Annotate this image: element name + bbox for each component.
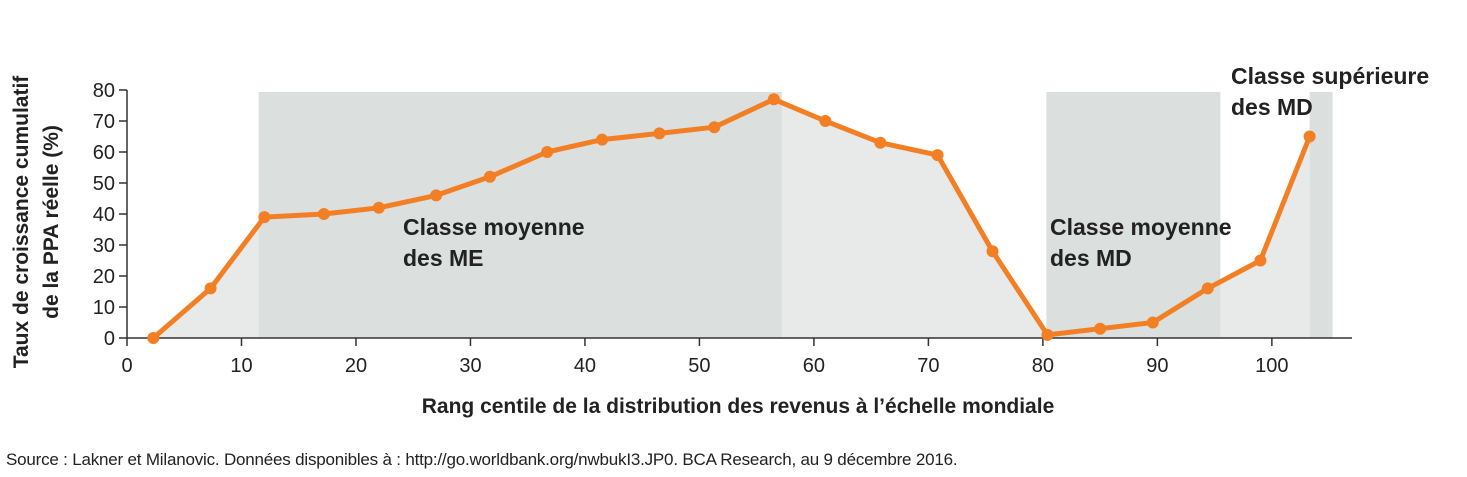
data-point	[430, 189, 443, 202]
y-tick-label: 10	[93, 297, 115, 319]
region-label-1: Classe moyenne	[403, 214, 585, 240]
y-tick-label: 40	[93, 204, 115, 226]
data-point	[986, 245, 999, 258]
x-tick-label: 10	[230, 355, 252, 377]
data-point	[147, 332, 160, 344]
x-tick-label: 20	[345, 355, 367, 377]
data-point	[1146, 316, 1159, 329]
data-point	[541, 146, 554, 158]
data-point	[317, 208, 330, 220]
data-point	[258, 211, 271, 224]
data-point	[767, 93, 780, 106]
data-point	[931, 149, 944, 162]
region-label-2: Classe moyenne	[1050, 214, 1232, 240]
data-point	[596, 133, 609, 146]
data-point	[372, 201, 385, 214]
data-points	[147, 93, 1316, 344]
y-tick-label: 0	[104, 328, 115, 350]
y-tick-label: 30	[93, 235, 115, 257]
y-axis-title: Taux de croissance cumulatif de la PPA ré…	[10, 75, 63, 369]
region-labels: Classe moyenne des ME Classe moyenne des MD…	[403, 63, 1429, 271]
x-tick-labels: 0 10 20 30 40 50 60 70 80 90 100	[121, 338, 1289, 377]
x-tick-label: 90	[1146, 355, 1168, 377]
data-point	[653, 127, 666, 140]
data-point	[1254, 254, 1267, 267]
data-point	[483, 170, 496, 183]
x-tick-label: 0	[121, 355, 132, 377]
y-axis-title-line: Taux de croissance cumulatif	[10, 75, 33, 369]
y-tick-labels: 0 10 20 30 40 50 60 70 80	[93, 80, 127, 350]
region-label-3: des MD	[1231, 94, 1313, 120]
x-tick-label: 100	[1255, 355, 1288, 377]
shaded-region-3	[1309, 92, 1333, 338]
y-tick-label: 50	[93, 173, 115, 195]
data-point	[874, 136, 887, 149]
series-line	[150, 96, 1313, 341]
data-point	[204, 282, 217, 295]
shaded-region-1	[258, 92, 782, 338]
x-tick-label: 70	[917, 355, 939, 377]
x-tick-label: 40	[574, 355, 596, 377]
source-note: Source : Lakner et Milanovic. Données di…	[6, 450, 958, 469]
data-point	[1094, 322, 1107, 335]
data-point	[1041, 328, 1054, 341]
data-point	[819, 115, 832, 127]
data-point	[1201, 282, 1214, 295]
y-tick-label: 60	[93, 142, 115, 164]
x-axis-title: Rang centile de la distribution des reve…	[422, 395, 1055, 418]
shaded-regions	[258, 92, 1333, 338]
region-label-3: Classe supérieure	[1231, 63, 1429, 89]
series-line-path	[150, 96, 1313, 341]
x-tick-label: 50	[688, 355, 710, 377]
region-label-1: des ME	[403, 245, 484, 271]
y-axis-title-line: de la PPA réelle (%)	[40, 125, 63, 319]
data-point	[708, 121, 721, 134]
x-tick-label: 30	[459, 355, 481, 377]
y-tick-label: 80	[93, 80, 115, 102]
x-tick-label: 60	[803, 355, 825, 377]
chart: 0 10 20 30 40 50 60 70 80 0 10 20 30 40 50 60 70 80 90 100…	[10, 63, 1429, 418]
y-tick-label: 70	[93, 111, 115, 133]
data-point	[1303, 130, 1316, 143]
y-tick-label: 20	[93, 266, 115, 288]
region-label-2: des MD	[1050, 245, 1132, 271]
x-tick-label: 80	[1032, 355, 1054, 377]
